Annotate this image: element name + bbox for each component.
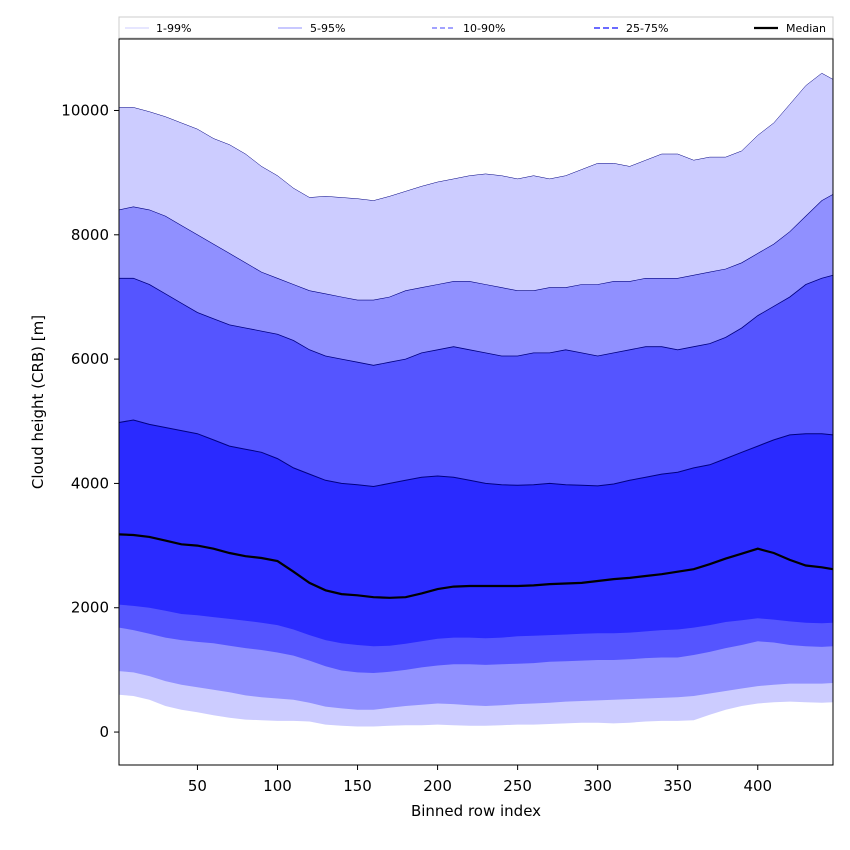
x-tick-label: 350 [663, 777, 692, 795]
legend: 1-99% 5-95% 10-90% 25-75% Median [118, 16, 834, 39]
legend-label-10-90: 10-90% [463, 22, 505, 35]
y-tick-label: 10000 [61, 101, 109, 119]
y-axis: 0 2000 4000 6000 8000 10000 [61, 101, 119, 741]
y-tick-label: 4000 [71, 474, 109, 492]
y-tick-label: 8000 [71, 226, 109, 244]
y-axis-title: Cloud height (CRB) [m] [29, 315, 47, 489]
median-layer [118, 533, 834, 599]
y-tick-label: 2000 [71, 599, 109, 617]
x-tick-label: 300 [583, 777, 612, 795]
x-axis: 50 100 150 200 250 300 350 400 [188, 765, 772, 795]
legend-label-median: Median [786, 22, 826, 35]
y-tick-label: 0 [99, 723, 109, 741]
band-upper-edge-1-99 [119, 72, 834, 201]
legend-label-5-95: 5-95% [310, 22, 345, 35]
band-upper-edge-25-75 [118, 419, 834, 488]
x-tick-label: 100 [263, 777, 292, 795]
median-line [118, 533, 834, 599]
legend-box [118, 16, 834, 39]
band-upper-edge-5-95 [118, 194, 834, 301]
band-edges-layer [118, 72, 834, 488]
x-tick-label: 150 [343, 777, 372, 795]
band-25-75 [119, 420, 833, 647]
plot-frame [118, 38, 834, 766]
x-axis-title: Binned row index [411, 802, 541, 820]
x-tick-label: 50 [188, 777, 207, 795]
band-upper-edge-10-90 [119, 274, 834, 366]
bands-layer [119, 73, 833, 727]
x-tick-label: 400 [743, 777, 772, 795]
legend-label-25-75: 25-75% [626, 22, 668, 35]
x-tick-label: 250 [503, 777, 532, 795]
y-tick-label: 6000 [71, 350, 109, 368]
legend-label-1-99: 1-99% [156, 22, 191, 35]
x-tick-label: 200 [423, 777, 452, 795]
